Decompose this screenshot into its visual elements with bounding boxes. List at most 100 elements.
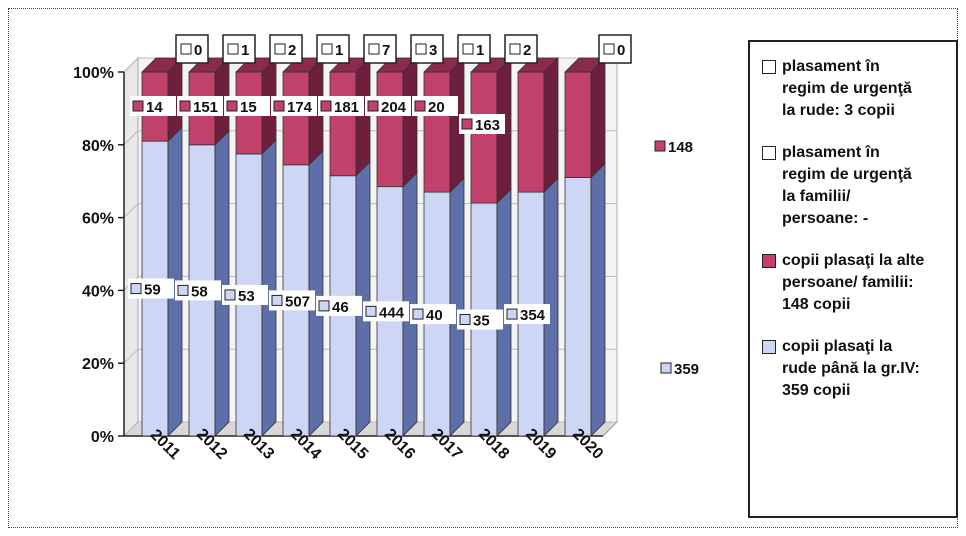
legend-swatch-icon [762, 340, 776, 354]
data-label-text: 58 [191, 283, 208, 300]
data-label-rude: 507 [269, 290, 315, 311]
data-label-swatch-icon [509, 43, 521, 55]
data-label-swatch-icon [365, 305, 377, 317]
data-label-text: 1 [476, 42, 484, 59]
data-label-urgenta-rude: 2 [272, 39, 300, 59]
data-label-swatch-icon [274, 43, 286, 55]
data-label-swatch-icon [227, 43, 239, 55]
y-tick-label: 60% [82, 211, 114, 228]
bar-segment-alte-persoane [282, 71, 310, 166]
data-label-urgenta-rude: 1 [460, 39, 488, 59]
data-label-swatch-icon [321, 43, 333, 55]
data-label-swatch-icon [368, 43, 380, 55]
data-label-text: 354 [520, 307, 546, 324]
data-label-urgenta-rude: 3 [413, 39, 441, 59]
data-label-urgenta-rude: 0 [178, 39, 206, 59]
data-label-text: 148 [668, 139, 693, 156]
data-label-swatch-icon [180, 43, 192, 55]
data-label-rude: 359 [658, 358, 708, 378]
data-label-text: 7 [382, 42, 390, 59]
data-label-text: 0 [617, 42, 625, 59]
data-label-swatch-icon [320, 100, 332, 112]
legend-item-urgenta-familii: plasament în regim de urgenţă la familii… [762, 142, 948, 230]
data-label-rude: 354 [504, 304, 550, 325]
data-label-swatch-icon [273, 100, 285, 112]
data-label-alte-persoane: 14 [130, 96, 176, 116]
data-label-swatch-icon [415, 43, 427, 55]
data-label-swatch-icon [179, 100, 191, 112]
data-label-urgenta-rude: 1 [319, 39, 347, 59]
data-label-swatch-icon [506, 308, 518, 320]
data-label-alte-persoane: 20 [412, 96, 458, 116]
bar-segment-rude-side [590, 162, 606, 437]
data-label-rude: 53 [222, 284, 268, 305]
data-label-text: 0 [194, 42, 202, 59]
data-label-text: 151 [193, 99, 218, 116]
data-label-swatch-icon [660, 362, 672, 374]
data-label-alte-persoane: 15 [224, 96, 270, 116]
y-tick-label: 0% [91, 429, 114, 446]
legend-swatch-icon [762, 254, 776, 268]
bar-segment-alte-persoane [329, 71, 357, 177]
y-tick-label: 80% [82, 138, 114, 155]
data-label-text: 20 [428, 99, 445, 116]
data-label-urgenta-rude: 1 [225, 39, 253, 59]
data-label-urgenta-rude: 2 [507, 39, 535, 59]
legend-swatch-icon [762, 60, 776, 74]
data-label-text: 40 [426, 307, 443, 324]
data-label-swatch-icon [367, 100, 379, 112]
bar-segment-alte-persoane [564, 71, 592, 178]
bar-segment-alte-persoane-side [543, 57, 559, 194]
data-label-rude: 35 [457, 309, 503, 330]
data-label-text: 507 [285, 293, 310, 310]
y-tick-label: 100% [73, 65, 114, 82]
data-label-swatch-icon [132, 100, 144, 112]
data-label-text: 2 [523, 42, 531, 59]
data-label-text: 14 [146, 99, 163, 116]
data-label-swatch-icon [412, 308, 424, 320]
bar-segment-rude [564, 177, 592, 437]
data-label-swatch-icon [177, 284, 189, 296]
data-label-swatch-icon [226, 100, 238, 112]
data-label-text: 53 [238, 288, 255, 305]
data-label-text: 444 [379, 304, 405, 321]
legend-item-urgenta-rude: plasament în regim de urgenţă la rude: 3… [762, 56, 948, 122]
data-label-alte-persoane: 148 [652, 136, 704, 156]
data-label-swatch-icon [654, 140, 666, 152]
data-label-swatch-icon [318, 300, 330, 312]
data-label-rude: 59 [128, 278, 174, 299]
bar-segment-alte-persoane-side [402, 57, 418, 188]
data-label-text: 3 [429, 42, 437, 59]
y-tick-label: 40% [82, 283, 114, 300]
data-label-swatch-icon [414, 100, 426, 112]
legend-label: copii plasaţi la rude până la gr.IV: 359… [782, 338, 920, 399]
bar-segment-alte-persoane-side [590, 57, 606, 179]
bar-segment-alte-persoane [517, 71, 545, 193]
data-label-text: 174 [287, 99, 313, 116]
data-label-text: 59 [144, 282, 161, 299]
data-label-swatch-icon [462, 43, 474, 55]
data-label-swatch-icon [459, 314, 471, 326]
legend-swatch-icon [762, 146, 776, 160]
data-label-alte-persoane: 204 [365, 96, 411, 116]
legend: plasament în regim de urgenţă la rude: 3… [748, 40, 958, 518]
legend-label: plasament în regim de urgenţă la familii… [782, 144, 912, 227]
data-label-text: 163 [475, 117, 500, 134]
data-label-alte-persoane: 181 [318, 96, 364, 116]
data-label-alte-persoane: 163 [459, 114, 505, 134]
data-label-text: 15 [240, 99, 257, 116]
data-label-text: 1 [241, 42, 249, 59]
data-label-rude: 58 [175, 280, 221, 301]
legend-label: plasament în regim de urgenţă la rude: 3… [782, 58, 912, 119]
bar-segment-alte-persoane [470, 71, 498, 204]
data-label-rude: 46 [316, 295, 362, 316]
data-label-swatch-icon [271, 294, 283, 306]
data-label-text: 181 [334, 99, 359, 116]
legend-label: copii plasaţi la alte persoane/ familii:… [782, 252, 925, 313]
data-label-alte-persoane: 174 [271, 96, 317, 116]
y-tick-label: 20% [82, 356, 114, 373]
bar-segment-alte-persoane [376, 71, 404, 188]
data-label-text: 204 [381, 99, 407, 116]
data-label-swatch-icon [603, 43, 615, 55]
